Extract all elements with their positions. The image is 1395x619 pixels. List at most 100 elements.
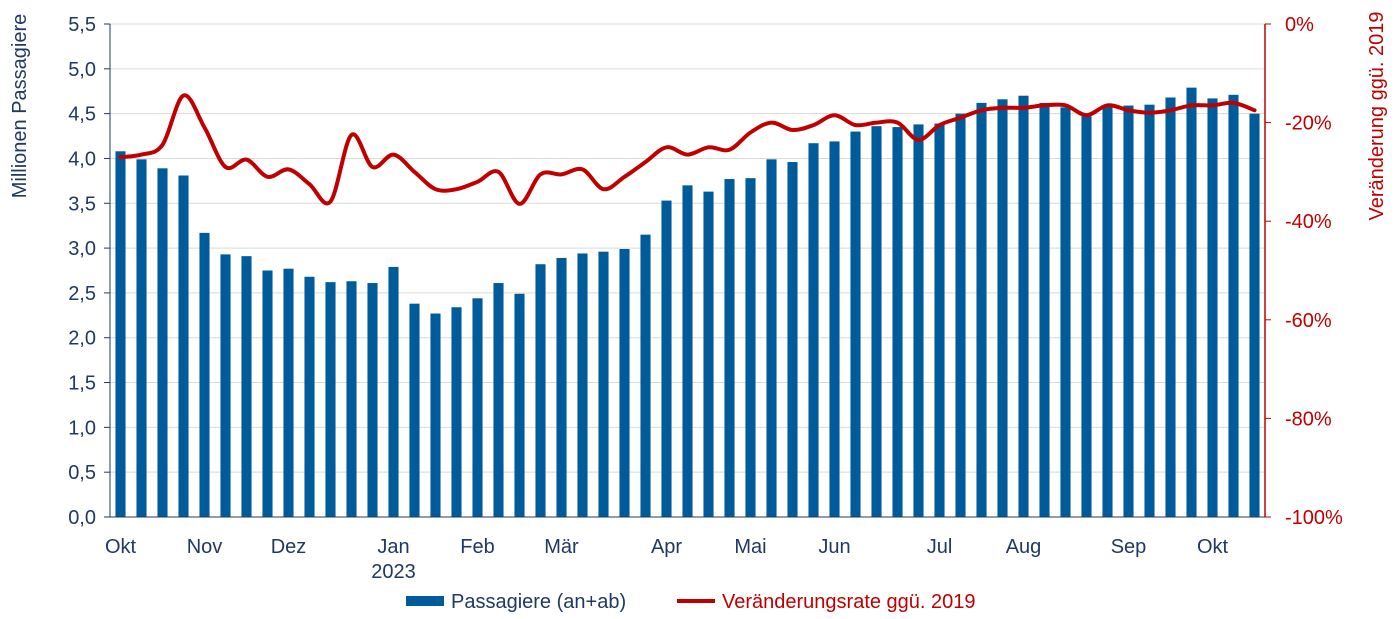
bar	[283, 268, 294, 517]
x-tick-label: Feb	[460, 536, 494, 558]
bar	[829, 141, 840, 517]
bar	[997, 99, 1008, 517]
x-tick-label: Okt	[105, 536, 137, 558]
right-tick-labels: -100% -80% -60% -40% -20% 0%	[1265, 14, 1343, 529]
bar	[682, 185, 693, 517]
x-tick-label: Apr	[651, 536, 682, 558]
bar	[1165, 97, 1176, 517]
legend-line-label: Veränderungsrate ggü. 2019	[722, 591, 976, 613]
bar	[535, 264, 546, 517]
bar	[913, 124, 924, 517]
x-tick-label: Sep	[1111, 536, 1147, 558]
bar	[157, 168, 168, 517]
bar	[1060, 107, 1071, 517]
change-rate-line	[118, 93, 1257, 206]
bar	[892, 127, 903, 517]
left-tick-label: 3,0	[68, 238, 96, 260]
bar	[1039, 102, 1050, 517]
x-tick-label: Aug	[1006, 536, 1042, 558]
bar	[220, 254, 231, 517]
bar	[955, 113, 966, 518]
bar	[1186, 87, 1197, 517]
legend: Passagiere (an+ab) Veränderungsrate ggü.…	[406, 591, 976, 613]
left-tick-label: 3,5	[68, 193, 96, 215]
bar	[262, 270, 273, 517]
right-tick-label: -100%	[1285, 507, 1343, 529]
bar	[409, 303, 420, 517]
x-tick-label: Mär	[544, 536, 579, 558]
right-tick-label: -40%	[1285, 211, 1332, 233]
left-tick-label: 2,5	[68, 283, 96, 305]
bar	[1081, 116, 1092, 518]
bar	[367, 283, 378, 517]
bar	[724, 179, 735, 517]
bar	[178, 175, 189, 517]
right-tick-label: -80%	[1285, 408, 1332, 430]
bar	[745, 178, 756, 517]
bar	[1207, 98, 1218, 517]
legend-bar-swatch	[406, 596, 444, 606]
bar	[850, 131, 861, 517]
x-tick-labels: Okt Nov Dez Jan Feb Mär Apr Mai Jun Jul Aug Sep Okt 2…	[105, 536, 1229, 583]
right-tick-label: -20%	[1285, 113, 1332, 135]
bar	[703, 191, 714, 517]
bar	[388, 266, 399, 517]
bar	[577, 253, 588, 517]
left-tick-label: 5,5	[68, 14, 96, 36]
bar	[556, 257, 567, 517]
bar	[1144, 104, 1155, 517]
bar	[493, 283, 504, 517]
bar	[115, 151, 126, 517]
bar	[787, 162, 798, 518]
left-tick-label: 0,0	[68, 507, 96, 529]
bar	[976, 102, 987, 517]
bar	[346, 281, 357, 517]
legend-bar-label: Passagiere (an+ab)	[451, 591, 626, 613]
right-tick-label: 0%	[1285, 14, 1314, 36]
x-tick-label: Jun	[818, 536, 850, 558]
bar	[598, 251, 609, 517]
bar	[325, 282, 336, 517]
x-tick-label: Okt	[1197, 536, 1229, 558]
x-tick-label: Jul	[927, 536, 953, 558]
left-tick-label: 5,0	[68, 59, 96, 81]
left-tick-label: 1,5	[68, 373, 96, 395]
left-tick-label: 2,0	[68, 328, 96, 350]
bar	[514, 293, 525, 517]
bar	[640, 234, 651, 518]
bar	[241, 256, 252, 517]
x-year-label: 2023	[371, 561, 416, 583]
bar	[766, 159, 777, 518]
bar	[136, 159, 147, 518]
bar	[199, 232, 210, 517]
bar	[1123, 105, 1134, 517]
bar	[304, 276, 315, 517]
right-tick-label: -60%	[1285, 310, 1332, 332]
bar	[1249, 113, 1260, 518]
bar	[934, 123, 945, 517]
bar	[808, 143, 819, 517]
left-tick-label: 0,5	[68, 462, 96, 484]
right-axis-title: Veränderung ggü. 2019	[1366, 11, 1388, 220]
left-tick-label: 4,5	[68, 104, 96, 126]
bar-series	[115, 87, 1260, 518]
left-tick-label: 1,0	[68, 417, 96, 439]
bar	[661, 200, 672, 518]
x-tick-label: Jan	[377, 536, 409, 558]
bar	[1228, 94, 1239, 517]
bar	[472, 298, 483, 517]
left-tick-label: 4,0	[68, 148, 96, 170]
bar	[871, 126, 882, 517]
left-tick-labels: 0,0 0,5 1,0 1,5 2,0 2,5 3,0 3,5 4,0 4,5 5,0 5,5	[68, 14, 96, 529]
x-tick-label: Mai	[734, 536, 766, 558]
bar	[1102, 106, 1113, 517]
bar	[430, 313, 441, 517]
x-tick-label: Nov	[187, 536, 223, 558]
x-tick-label: Dez	[271, 536, 307, 558]
axes	[109, 24, 1266, 518]
bar	[619, 248, 630, 517]
bar	[1018, 95, 1029, 517]
left-axis-title: Millionen Passagiere	[9, 14, 31, 199]
bar	[451, 307, 462, 517]
